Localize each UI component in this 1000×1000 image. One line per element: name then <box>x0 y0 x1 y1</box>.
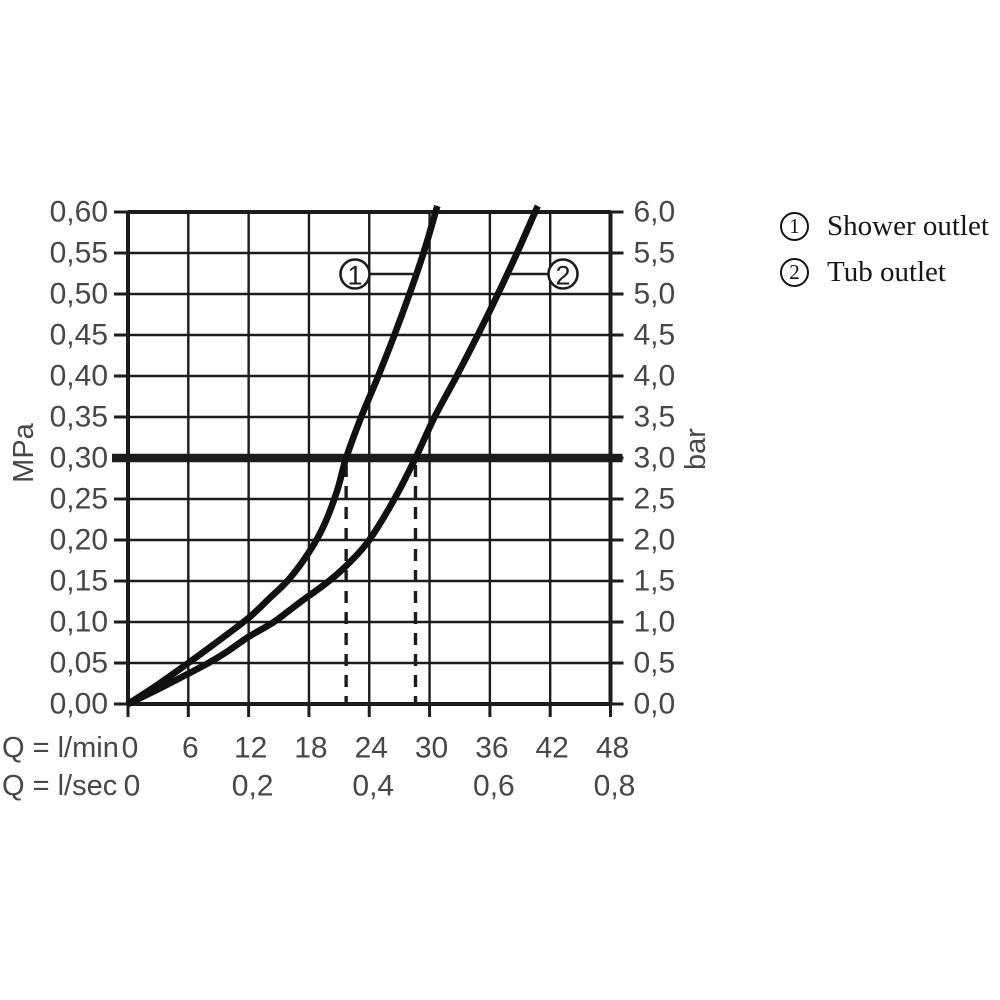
x-tick-label-lmin: 6 <box>182 732 199 765</box>
y-tick-label-bar: 4,0 <box>634 360 676 393</box>
x-tick-label-lsec: 0,8 <box>594 770 636 803</box>
x-axis-lmin-caption: Q = l/min <box>2 732 119 764</box>
y-tick-label-bar: 4,5 <box>634 319 676 352</box>
y-axis-right-unit: bar <box>680 428 712 470</box>
x-tick-label-lmin: 42 <box>536 732 569 765</box>
y-tick-label-mpa: 0,05 <box>50 647 108 680</box>
x-tick-label-lmin: 36 <box>475 732 508 765</box>
y-tick-label-mpa: 0,00 <box>50 688 108 721</box>
y-tick-label-mpa: 0,20 <box>50 524 108 557</box>
y-tick-label-bar: 6,0 <box>634 196 676 229</box>
curve-tub-outlet <box>126 204 541 707</box>
legend-item-shower-outlet: 1 Shower outlet <box>780 203 989 249</box>
curve-callout-circle-2 <box>547 258 579 290</box>
y-tick-label-bar: 0,5 <box>634 647 676 680</box>
legend-marker-2-icon: 2 <box>780 257 809 287</box>
y-tick-label-mpa: 0,35 <box>50 401 108 434</box>
y-tick-label-bar: 0,0 <box>634 688 676 721</box>
y-tick-label-bar: 1,5 <box>634 565 676 598</box>
x-tick-label-lsec: 0,2 <box>232 770 274 803</box>
legend-label-tub-outlet: Tub outlet <box>827 255 946 288</box>
y-tick-label-bar: 3,5 <box>634 401 676 434</box>
legend-item-tub-outlet: 2 Tub outlet <box>780 249 989 295</box>
curve-callout-circle-1 <box>339 258 371 290</box>
y-tick-label-mpa: 0,40 <box>50 360 108 393</box>
y-tick-label-bar: 2,0 <box>634 524 676 557</box>
x-tick-label-lsec: 0,6 <box>473 770 515 803</box>
x-tick-label-lmin: 12 <box>234 732 267 765</box>
x-tick-label-lmin: 0 <box>122 732 139 765</box>
x-axis-lsec-caption: Q = l/sec <box>2 770 117 802</box>
x-tick-label-lsec: 0 <box>124 770 141 803</box>
y-tick-label-mpa: 0,45 <box>50 319 108 352</box>
y-tick-label-mpa: 0,30 <box>50 442 108 475</box>
y-tick-label-bar: 1,0 <box>634 606 676 639</box>
y-tick-label-mpa: 0,55 <box>50 237 108 270</box>
legend: 1 Shower outlet 2 Tub outlet <box>780 203 989 295</box>
x-tick-label-lsec: 0,4 <box>352 770 394 803</box>
x-tick-label-lmin: 30 <box>415 732 448 765</box>
y-tick-label-bar: 3,0 <box>634 442 676 475</box>
y-tick-label-mpa: 0,50 <box>50 278 108 311</box>
x-tick-label-lmin: 48 <box>596 732 629 765</box>
y-tick-label-mpa: 0,15 <box>50 565 108 598</box>
curve-callout-digit-1: 1 <box>347 261 362 291</box>
y-tick-label-mpa: 0,10 <box>50 606 108 639</box>
curve-shower-outlet <box>126 204 441 707</box>
x-tick-label-lmin: 18 <box>294 732 327 765</box>
y-axis-left-unit: MPa <box>8 422 40 483</box>
y-tick-label-mpa: 0,60 <box>50 196 108 229</box>
curve-callout-digit-2: 2 <box>555 261 570 291</box>
legend-label-shower-outlet: Shower outlet <box>827 209 989 242</box>
chart-generated-layer: 1 20,600,550,500,450,400,350,300,250,200,… <box>50 196 676 803</box>
y-tick-label-bar: 2,5 <box>634 483 676 516</box>
legend-marker-1-icon: 1 <box>780 211 809 241</box>
y-tick-label-mpa: 0,25 <box>50 483 108 516</box>
y-tick-label-bar: 5,0 <box>634 278 676 311</box>
y-tick-label-bar: 5,5 <box>634 237 676 270</box>
x-tick-label-lmin: 24 <box>355 732 388 765</box>
